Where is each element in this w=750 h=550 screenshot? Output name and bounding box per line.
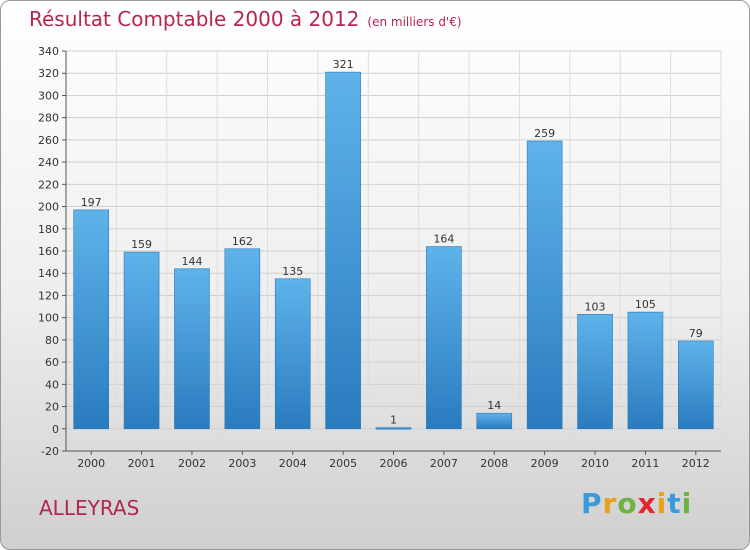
bar-value-label: 197 (81, 196, 102, 209)
proxiti-logo[interactable]: Proxiti (581, 487, 692, 520)
y-tick-label: 20 (45, 401, 59, 414)
y-tick-label: 240 (38, 156, 59, 169)
commune-name: ALLEYRAS (39, 496, 140, 520)
x-tick-label: 2001 (128, 457, 156, 470)
bar (476, 412, 513, 430)
bar-value-label: 79 (689, 327, 703, 340)
x-tick-label: 2012 (682, 457, 710, 470)
y-tick-label: 300 (38, 89, 59, 102)
bar-value-label: 14 (487, 399, 501, 412)
bar (123, 251, 160, 430)
y-tick-label: 180 (38, 223, 59, 236)
logo-letter: P (581, 487, 603, 520)
bar-value-label: 135 (282, 265, 303, 278)
chart-subtitle: (en milliers d'€) (367, 15, 462, 29)
x-tick-label: 2002 (178, 457, 206, 470)
bar (526, 140, 563, 430)
logo-letter: t (667, 487, 682, 520)
y-tick-label: 200 (38, 201, 59, 214)
bar-value-label: 164 (433, 233, 454, 246)
x-tick-label: 2003 (228, 457, 256, 470)
y-tick-label: 0 (52, 423, 59, 436)
chart-title-text: Résultat Comptable 2000 à 2012 (29, 7, 360, 31)
y-tick-label: 260 (38, 134, 59, 147)
y-tick-label: 160 (38, 245, 59, 258)
y-tick-label: 320 (38, 67, 59, 80)
bar (325, 71, 361, 430)
bar-value-label: 105 (635, 298, 656, 311)
bar-value-label: 259 (534, 127, 555, 140)
y-tick-label: 60 (45, 356, 59, 369)
logo-letter: o (617, 487, 638, 520)
x-tick-label: 2010 (581, 457, 609, 470)
bar (274, 278, 311, 430)
y-tick-label: 340 (38, 45, 59, 58)
bar-value-label: 162 (232, 235, 253, 248)
bar-value-label: 321 (333, 58, 354, 71)
chart-title: Résultat Comptable 2000 à 2012 (en millie… (29, 7, 462, 31)
y-tick-label: 40 (45, 378, 59, 391)
y-tick-label: 140 (38, 267, 59, 280)
bar-value-label: 1 (390, 414, 397, 427)
x-tick-label: 2008 (480, 457, 508, 470)
bar (627, 311, 664, 430)
y-tick-label: 220 (38, 178, 59, 191)
bar (678, 340, 714, 430)
x-tick-label: 2004 (279, 457, 307, 470)
x-tick-label: 2007 (430, 457, 458, 470)
bar-value-label: 103 (585, 300, 606, 313)
bar (375, 427, 412, 430)
y-tick-label: 120 (38, 289, 59, 302)
logo-letter: i (681, 487, 693, 520)
bar-value-label: 144 (181, 255, 202, 268)
x-tick-label: 2000 (77, 457, 105, 470)
logo-letter: i (656, 487, 668, 520)
bar (426, 246, 462, 430)
y-tick-label: 100 (38, 312, 59, 325)
x-tick-label: 2006 (380, 457, 408, 470)
y-tick-label: -20 (41, 445, 59, 458)
bar (73, 209, 109, 430)
logo-letter: r (602, 487, 618, 520)
bar (577, 314, 613, 430)
bar (224, 248, 261, 430)
y-tick-label: 80 (45, 334, 59, 347)
bar-value-label: 159 (131, 238, 152, 251)
x-tick-label: 2011 (631, 457, 659, 470)
x-tick-label: 2009 (531, 457, 559, 470)
y-tick-label: 280 (38, 112, 59, 125)
bar (174, 268, 210, 430)
logo-letter: x (637, 487, 657, 520)
x-tick-label: 2005 (329, 457, 357, 470)
